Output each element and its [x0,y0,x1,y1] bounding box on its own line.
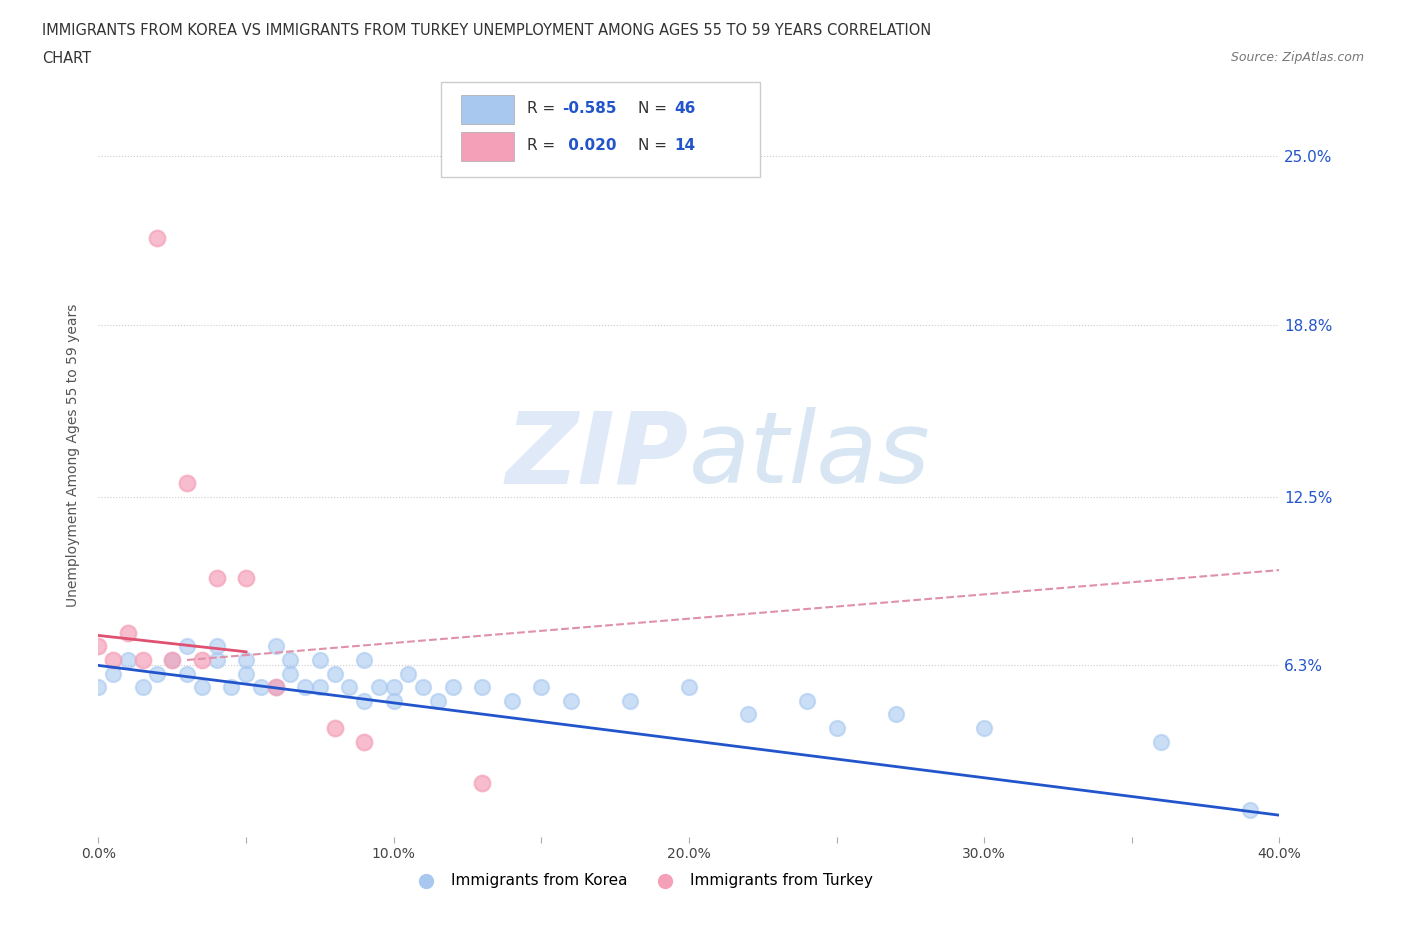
Point [368,680,391,695]
Point [235,653,257,668]
Point [530,680,553,695]
Point [382,680,405,695]
Text: N =: N = [638,101,672,116]
Point [1150,735,1173,750]
Point [825,721,848,736]
Point [264,639,287,654]
Point [250,680,273,695]
Point [353,653,375,668]
Text: -0.585: -0.585 [562,101,617,116]
Text: atlas: atlas [689,407,931,504]
Text: 46: 46 [675,101,696,116]
Text: IMMIGRANTS FROM KOREA VS IMMIGRANTS FROM TURKEY UNEMPLOYMENT AMONG AGES 55 TO 59: IMMIGRANTS FROM KOREA VS IMMIGRANTS FROM… [42,23,931,38]
Point [471,775,494,790]
Point [205,571,228,586]
Point [176,639,198,654]
FancyBboxPatch shape [441,82,759,178]
Point [973,721,995,736]
Point [146,231,169,246]
Point [294,680,316,695]
Point [353,694,375,709]
Point [323,666,346,681]
Point [678,680,700,695]
Point [191,653,214,668]
Legend: Immigrants from Korea, Immigrants from Turkey: Immigrants from Korea, Immigrants from T… [405,867,879,894]
Point [353,735,375,750]
Text: R =: R = [527,138,560,153]
Point [146,666,169,681]
Point [309,653,332,668]
Point [235,571,257,586]
Point [219,680,242,695]
Point [501,694,523,709]
Point [382,694,405,709]
Point [132,653,155,668]
Point [87,639,110,654]
Point [560,694,582,709]
Point [103,666,125,681]
Point [264,680,287,695]
Point [235,666,257,681]
Point [176,475,198,490]
Point [162,653,183,668]
Y-axis label: Unemployment Among Ages 55 to 59 years: Unemployment Among Ages 55 to 59 years [66,304,80,607]
Point [619,694,641,709]
Bar [461,95,515,124]
Point [191,680,214,695]
Text: ZIP: ZIP [506,407,689,504]
Point [117,625,139,640]
Text: N =: N = [638,138,672,153]
Text: R =: R = [527,101,560,116]
Point [264,680,287,695]
Text: 14: 14 [675,138,696,153]
Point [441,680,464,695]
Point [323,721,346,736]
Point [339,680,360,695]
Point [796,694,818,709]
Point [87,680,110,695]
Point [132,680,155,695]
Text: CHART: CHART [42,51,91,66]
Point [737,707,759,722]
Point [396,666,419,681]
Point [205,639,228,654]
Bar [461,132,515,161]
Point [412,680,434,695]
Point [309,680,332,695]
Point [103,653,125,668]
Point [278,666,302,681]
Point [471,680,494,695]
Point [117,653,139,668]
Point [176,666,198,681]
Point [162,653,183,668]
Point [278,653,302,668]
Text: 0.020: 0.020 [562,138,616,153]
Point [427,694,450,709]
Point [1239,803,1261,817]
Point [884,707,907,722]
Text: Source: ZipAtlas.com: Source: ZipAtlas.com [1230,51,1364,64]
Point [205,653,228,668]
